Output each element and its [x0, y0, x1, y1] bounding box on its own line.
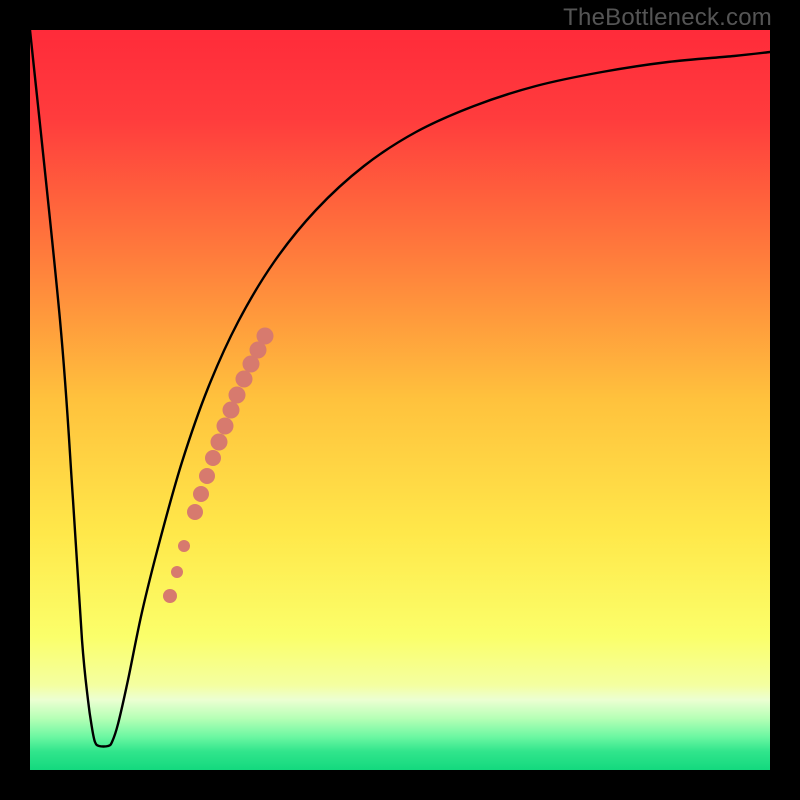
- marker-point: [163, 589, 177, 603]
- marker-point: [211, 434, 228, 451]
- marker-point: [229, 387, 246, 404]
- marker-point: [171, 566, 183, 578]
- marker-point: [205, 450, 221, 466]
- bottleneck-curve: [30, 30, 770, 747]
- marker-point: [217, 418, 234, 435]
- marker-point: [236, 371, 253, 388]
- watermark-text: TheBottleneck.com: [563, 4, 772, 32]
- marker-point: [199, 468, 215, 484]
- marker-point: [257, 328, 274, 345]
- marker-point: [178, 540, 190, 552]
- chart-stage: TheBottleneck.com: [0, 0, 800, 800]
- overlay-svg: [0, 0, 800, 800]
- marker-point: [193, 486, 209, 502]
- marker-point: [187, 504, 203, 520]
- marker-point: [223, 402, 240, 419]
